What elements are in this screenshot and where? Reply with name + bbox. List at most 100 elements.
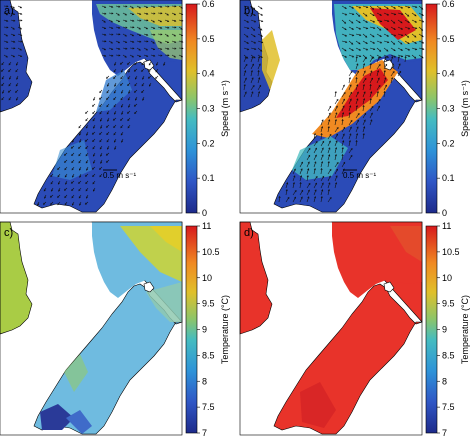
colorbar-tick-label: 0.1	[202, 173, 215, 183]
vector-arrowhead	[166, 34, 169, 37]
velocity-vector	[383, 19, 389, 22]
vector-arrowhead	[64, 175, 67, 178]
velocity-vector	[376, 40, 382, 44]
velocity-vector	[341, 105, 345, 112]
vector-arrowhead	[372, 14, 375, 17]
vector-arrowhead	[105, 160, 109, 163]
velocity-vector	[306, 155, 311, 161]
vector-arrowhead	[320, 195, 323, 199]
velocity-vector	[250, 70, 253, 77]
vector-arrowhead	[401, 55, 404, 58]
velocity-vector	[292, 168, 296, 175]
velocity-vector	[313, 154, 317, 161]
velocity-vector	[341, 92, 346, 98]
vector-arrowhead	[6, 5, 9, 8]
vector-arrowhead	[343, 91, 346, 95]
velocity-vector	[341, 127, 346, 133]
vector-arrowhead	[49, 195, 52, 198]
vector-arrowhead	[385, 63, 388, 66]
velocity-vector	[122, 40, 127, 43]
velocity-vector	[327, 189, 330, 196]
vector-arrowhead	[286, 182, 289, 185]
velocity-vector	[341, 162, 346, 168]
vector-arrowhead	[5, 13, 9, 16]
velocity-vectors	[0, 5, 184, 206]
velocity-vector	[362, 113, 367, 119]
vector-arrowhead	[146, 33, 149, 36]
vector-arrowhead	[378, 105, 380, 108]
velocity-vector	[164, 26, 169, 29]
velocity-vector	[257, 47, 263, 52]
velocity-vector	[348, 126, 352, 133]
velocity-vector	[327, 161, 330, 168]
vector-arrowhead	[407, 48, 411, 51]
vector-arrowhead	[163, 63, 166, 66]
scale-vector-label: 0.5 m s⁻¹	[103, 171, 136, 180]
velocity-vector	[341, 84, 345, 91]
vector-arrowhead	[308, 154, 311, 157]
vector-arrowhead	[243, 83, 246, 87]
velocity-vector	[355, 113, 360, 119]
velocity-vector	[411, 33, 417, 38]
vector-arrowhead	[8, 98, 11, 101]
vector-arrowhead	[321, 189, 324, 192]
vector-arrowhead	[13, 40, 16, 43]
temperature-patch	[40, 404, 74, 430]
panel-d: d)	[239, 221, 423, 436]
vector-arrowhead	[358, 48, 362, 51]
colorbar-tick-label: 0.5	[202, 34, 215, 44]
vector-arrowhead	[12, 6, 15, 9]
velocity-vector	[355, 26, 361, 30]
vector-arrowhead	[247, 48, 250, 51]
vector-arrowhead	[372, 41, 376, 44]
scale-vector: 0.5 m s⁻¹	[343, 169, 376, 180]
vector-arrowhead	[135, 98, 137, 101]
velocity-vector	[243, 64, 248, 70]
velocity-vector	[115, 47, 120, 50]
velocity-vector	[369, 57, 374, 63]
vector-arrowhead	[78, 189, 81, 192]
vector-arrowhead	[57, 167, 60, 171]
vector-arrowhead	[13, 13, 16, 15]
vector-arrowhead	[365, 14, 368, 17]
vector-arrowhead	[356, 84, 359, 87]
vector-arrowhead	[357, 119, 359, 122]
velocity-vector	[362, 63, 365, 70]
velocity-vector	[411, 5, 417, 8]
vector-arrowhead	[15, 84, 18, 87]
velocity-vector	[355, 91, 359, 98]
vector-arrowhead	[79, 140, 82, 143]
velocity-vector	[327, 112, 331, 119]
velocity-vector	[341, 140, 344, 147]
vector-arrowhead	[118, 54, 121, 57]
velocity-vector	[355, 40, 361, 45]
colorbar-tick-label: 0.5	[442, 34, 455, 44]
vector-arrowhead	[104, 27, 107, 30]
vector-arrowhead	[92, 147, 95, 150]
vector-arrowhead	[13, 34, 16, 37]
vector-arrowhead	[408, 27, 411, 30]
vector-arrowhead	[152, 41, 155, 44]
velocity-vector	[355, 56, 358, 63]
vector-arrowhead	[399, 70, 402, 73]
colorbar-tick-label: 0.6	[442, 0, 455, 9]
vector-arrowhead	[8, 63, 11, 66]
vector-arrowhead	[342, 133, 345, 136]
vector-arrowhead	[366, 27, 369, 30]
vector-arrowhead	[111, 33, 114, 36]
vector-arrowhead	[64, 196, 67, 199]
velocity-vector	[418, 54, 424, 59]
velocity-vector	[164, 19, 169, 22]
velocity-vector	[397, 5, 403, 9]
vector-arrowhead	[1, 84, 4, 87]
vector-arrowhead	[414, 56, 417, 59]
vector-arrowhead	[414, 14, 417, 17]
vector-arrowhead	[146, 6, 149, 9]
vector-arrowhead	[104, 6, 107, 8]
vector-arrowhead	[364, 77, 367, 80]
velocity-vector	[157, 54, 162, 57]
vector-arrowhead	[246, 35, 249, 38]
velocity-vector	[108, 40, 113, 44]
velocity-vector	[257, 33, 263, 37]
vector-arrowhead	[141, 63, 144, 66]
